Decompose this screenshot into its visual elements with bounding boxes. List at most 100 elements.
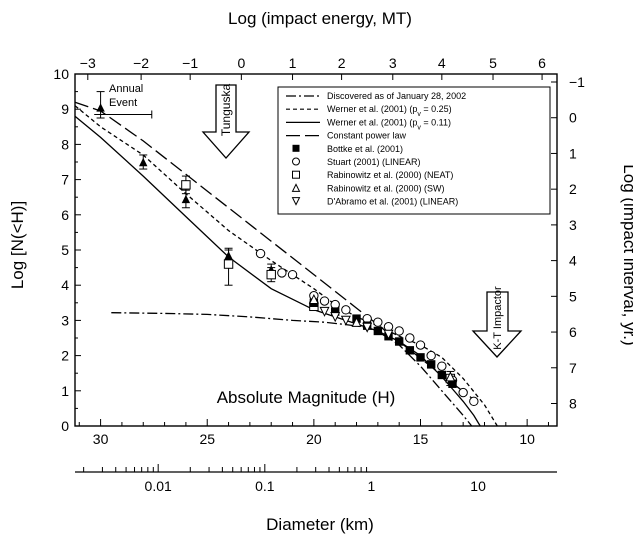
legend-box	[277, 86, 551, 215]
axis-ticks: 0 1 2 3 4 5 6 7 8 9 10 −1 0 1 2 3 4 5 6 7 8 −3 −2 −1 0 1 2 3 4 5 6 30 25…	[53, 55, 585, 494]
marker-square-filled-38	[437, 370, 447, 380]
marker-triangle-filled-1	[139, 157, 148, 167]
marker-square-filled-32	[373, 326, 383, 336]
marker-square-filled-29	[330, 307, 340, 316]
legend-label: Bottke et al. (2001)	[327, 144, 403, 154]
marker-square-open-5	[181, 180, 191, 190]
left-tick-label: 10	[53, 66, 69, 82]
marker-circle-open-27	[469, 396, 479, 407]
right-tick-label: 4	[569, 253, 577, 269]
legend-marker-swatch	[292, 144, 300, 152]
top-tick-label: −1	[182, 55, 198, 71]
legend-label: Rabinowitz et al. (2000) (SW)	[327, 183, 445, 193]
top-tick-label: −3	[80, 55, 96, 71]
kt-impactor-arrow-shape	[471, 291, 523, 358]
data-markers	[94, 91, 479, 407]
left-axis-title: Log [N(<H)]	[8, 201, 27, 289]
marker-circle-open-10	[255, 248, 266, 259]
bottom-axis-title: Diameter (km)	[266, 515, 374, 534]
right-tick-label: 3	[569, 217, 577, 233]
legend-label: Discovered as of January 28, 2002	[327, 91, 466, 101]
legend-marker-swatch	[291, 183, 301, 192]
legend: Discovered as of January 28, 2002Werner …	[277, 86, 551, 215]
marker-square-filled-35	[405, 346, 415, 355]
h-tick-label: 25	[199, 431, 215, 447]
diameter-tick-label: 1	[368, 478, 376, 494]
marker-triangle-open-42	[445, 371, 456, 382]
marker-circle-open-26	[458, 387, 468, 398]
left-tick-label: 7	[61, 172, 69, 188]
annual-event-label-line1: Annual	[109, 83, 143, 95]
top-axis-title: Log (impact energy, MT)	[228, 9, 412, 28]
marker-triangle-down-open-44	[330, 312, 341, 323]
legend-label: D'Abramo et al. (2001) (LINEAR)	[327, 197, 458, 207]
right-tick-label: 2	[569, 181, 577, 197]
right-tick-label: 0	[569, 110, 577, 126]
top-tick-label: 3	[389, 55, 397, 71]
tunguska-label: Tunguska	[219, 84, 233, 137]
marker-square-filled-36	[416, 353, 425, 362]
left-tick-label: 1	[61, 383, 69, 399]
legend-label: Rabinowitz et al. (2000) (NEAT)	[327, 170, 453, 180]
kt-impactor-arrow: K-T Impactor	[471, 286, 523, 358]
marker-square-open-7	[266, 269, 276, 280]
marker-circle-open-24	[437, 361, 447, 371]
marker-circle-open-11	[277, 268, 287, 278]
left-tick-label: 8	[61, 136, 69, 152]
h-tick-label: 15	[413, 431, 429, 447]
marker-circle-open-21	[405, 333, 415, 343]
marker-triangle-open-41	[351, 316, 362, 327]
marker-circle-open-20	[394, 326, 404, 336]
marker-triangle-down-open-47	[383, 329, 394, 340]
marker-triangle-down-open-46	[362, 322, 373, 333]
top-tick-label: 1	[289, 55, 297, 71]
marker-triangle-open-40	[308, 293, 319, 304]
left-tick-label: 2	[61, 348, 69, 364]
top-tick-label: 6	[538, 55, 546, 71]
marker-circle-open-16	[341, 305, 351, 315]
marker-circle-open-23	[426, 350, 436, 361]
right-tick-label: 1	[569, 145, 577, 161]
diameter-tick-label: 0.1	[255, 478, 275, 494]
h-tick-label: 30	[93, 431, 109, 447]
marker-triangle-down-open-43	[319, 306, 330, 317]
right-axis-title: Log (impact interval, yr.)	[620, 164, 633, 345]
left-tick-label: 6	[61, 207, 69, 223]
right-tick-label: 7	[569, 360, 577, 376]
left-tick-label: 9	[61, 101, 69, 117]
top-tick-label: 0	[237, 55, 245, 71]
annual-event-label-line2: Event	[109, 97, 137, 109]
h-tick-label: 20	[306, 431, 322, 447]
tunguska-arrow: Tunguska	[201, 84, 251, 159]
legend-marker-swatch	[292, 157, 300, 166]
series-line-1	[74, 105, 498, 427]
magnitude-axis-title: Absolute Magnitude (H)	[217, 388, 396, 407]
marker-triangle-filled-0	[96, 103, 105, 112]
series-line-0	[111, 312, 473, 427]
right-tick-label: 6	[569, 324, 577, 340]
legend-label: Stuart (2001) (LINEAR)	[327, 157, 421, 167]
annual-event-annotation: Annual Event	[109, 83, 143, 109]
legend-marker-swatch	[291, 197, 301, 206]
right-tick-label: 8	[569, 395, 577, 411]
marker-circle-open-12	[287, 269, 298, 280]
tunguska-arrow-shape	[201, 84, 251, 159]
top-tick-label: −2	[133, 55, 149, 71]
marker-triangle-filled-2	[181, 194, 191, 204]
marker-square-filled-39	[448, 379, 457, 388]
marker-triangle-down-open-45	[340, 315, 351, 326]
legend-label: Constant power law	[327, 131, 407, 141]
marker-square-filled-37	[426, 360, 436, 369]
marker-circle-open-18	[373, 317, 383, 327]
right-tick-label: −1	[569, 74, 585, 90]
diameter-tick-label: 10	[470, 478, 486, 494]
left-tick-label: 4	[61, 277, 69, 293]
top-tick-label: 2	[338, 55, 346, 71]
left-tick-label: 5	[61, 242, 69, 258]
marker-circle-open-14	[319, 296, 330, 306]
left-tick-label: 3	[61, 312, 69, 328]
marker-circle-open-19	[383, 322, 394, 332]
marker-circle-open-22	[415, 340, 426, 350]
right-tick-label: 5	[569, 288, 577, 304]
